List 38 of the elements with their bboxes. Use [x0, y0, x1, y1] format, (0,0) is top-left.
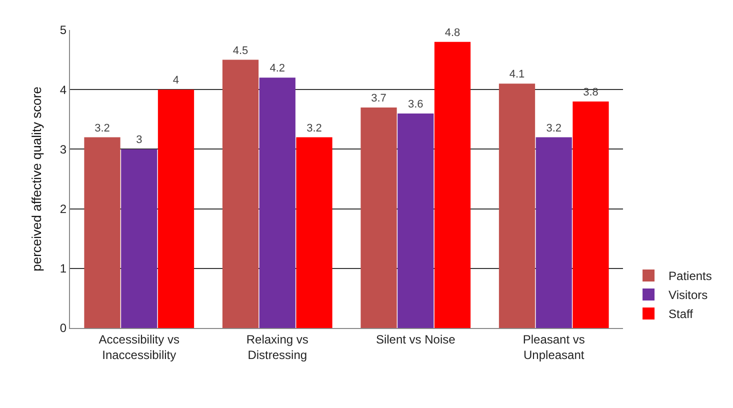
data-label: 4.2: [270, 62, 286, 75]
y-tick-label: 0: [60, 321, 67, 336]
data-label: 4.1: [509, 68, 525, 81]
data-label: 3.8: [583, 86, 598, 99]
y-tick-label: 1: [60, 262, 67, 276]
data-label: 3.6: [408, 98, 424, 110]
legend-label: Visitors: [668, 288, 708, 302]
x-tick-label: Relaxing vs Distressing: [246, 332, 308, 362]
data-label: 4: [172, 74, 180, 87]
legend-label: Staff: [668, 307, 694, 322]
bar: [398, 113, 434, 328]
data-label: 3.2: [94, 122, 110, 134]
data-label: 4.8: [444, 26, 460, 39]
y-tick-label: 2: [60, 202, 67, 216]
y-tick-label: 5: [60, 23, 67, 38]
x-tick-label: Silent vs Noise: [376, 332, 456, 346]
data-label: 3.2: [306, 122, 322, 134]
bar: [572, 102, 609, 328]
bar: [158, 90, 194, 328]
bar: [259, 78, 296, 328]
data-label: 3: [136, 134, 142, 146]
data-label: 3.2: [546, 122, 562, 134]
bar: [498, 84, 536, 328]
legend-label: Patients: [668, 269, 712, 284]
y-tick-label: 3: [60, 142, 67, 156]
bar: [360, 107, 397, 328]
bar: [121, 149, 158, 328]
bar: [84, 137, 120, 328]
bar: [434, 42, 471, 328]
x-tick-label: Accessibility vs Inaccessibility: [98, 332, 180, 362]
bar: [222, 60, 259, 328]
x-tick-label: Pleasant vs Unpleasant: [522, 332, 585, 362]
bar: [296, 137, 332, 328]
y-axis-title: perceived affective quality score: [28, 86, 44, 272]
y-tick-label: 4: [60, 82, 67, 97]
data-label: 4.5: [232, 44, 248, 57]
bar: [536, 137, 572, 328]
data-label: 3.7: [371, 92, 386, 104]
